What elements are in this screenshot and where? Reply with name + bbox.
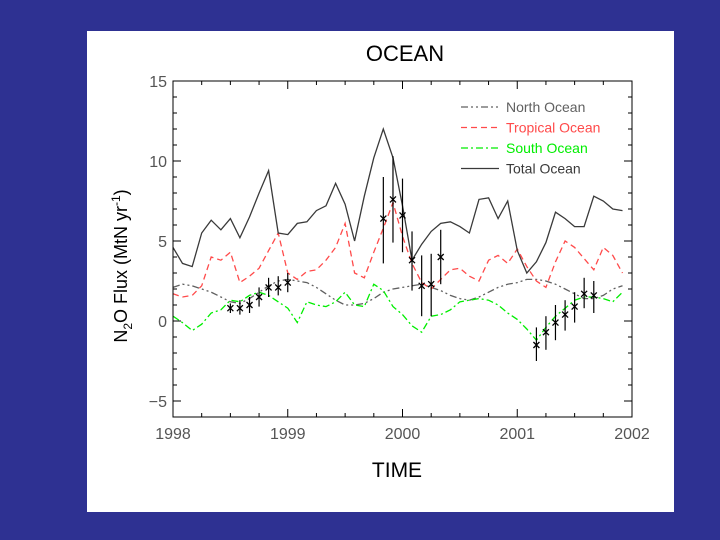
y-tick-label: 15	[149, 74, 167, 91]
observation-point	[590, 291, 598, 299]
observation-point	[418, 282, 426, 290]
x-tick-label: 1999	[270, 426, 306, 443]
ocean-flux-chart: OCEAN TIME N2O Flux (MtN yr-1) 1998 1999 2…	[109, 41, 650, 482]
series-line-north-ocean	[172, 278, 623, 306]
observation-point	[571, 303, 579, 311]
observation-point	[427, 280, 435, 288]
observation-point	[408, 256, 416, 264]
observation-point	[226, 304, 234, 312]
observation-point	[255, 293, 263, 301]
y-tick-label: 10	[149, 154, 167, 171]
observation-point	[561, 311, 569, 319]
x-tick-label: 2001	[499, 426, 535, 443]
observation-point	[284, 279, 292, 287]
legend-label: North Ocean	[506, 99, 585, 115]
observation-point	[552, 319, 559, 327]
y-tick-label: 0	[158, 314, 167, 331]
observation-markers	[226, 156, 598, 361]
series-line-tropical-ocean	[172, 200, 624, 298]
observation-point	[399, 211, 406, 219]
observation-point	[274, 283, 282, 291]
y-axis-label: N2O Flux (MtN yr-1)	[109, 189, 135, 342]
series-line-total-ocean	[172, 126, 623, 275]
observation-point	[580, 290, 588, 298]
chart-legend: North Ocean Tropical Ocean South Ocean Tota…	[461, 99, 600, 177]
legend-label: South Ocean	[506, 140, 588, 156]
observation-point	[542, 328, 550, 336]
axis-ticks: 1998 1999 2000 2001 2002 −5 0 5 10 15	[149, 74, 650, 443]
x-tick-label: 1998	[155, 426, 191, 443]
x-tick-label: 2000	[385, 426, 421, 443]
legend-label: Tropical Ocean	[506, 120, 600, 136]
plot-frame	[172, 80, 633, 418]
series-line-south-ocean	[172, 283, 623, 342]
observation-point	[236, 304, 244, 312]
y-tick-label: 5	[158, 234, 167, 251]
observation-point	[532, 341, 540, 349]
observation-point	[437, 253, 445, 261]
y-tick-label: −5	[149, 394, 167, 411]
observation-point	[389, 195, 397, 203]
y-axis-label-text: N2O Flux (MtN yr-1)	[109, 189, 135, 342]
chart-title: OCEAN	[366, 41, 444, 66]
chart-panel: OCEAN TIME N2O Flux (MtN yr-1) 1998 1999 2…	[87, 31, 674, 512]
legend-label: Total Ocean	[506, 161, 581, 177]
series-lines	[172, 126, 624, 342]
observation-point	[379, 215, 387, 223]
observation-point	[246, 301, 253, 309]
observation-point	[265, 283, 273, 291]
x-tick-label: 2002	[614, 426, 650, 443]
x-axis-label: TIME	[372, 459, 422, 482]
